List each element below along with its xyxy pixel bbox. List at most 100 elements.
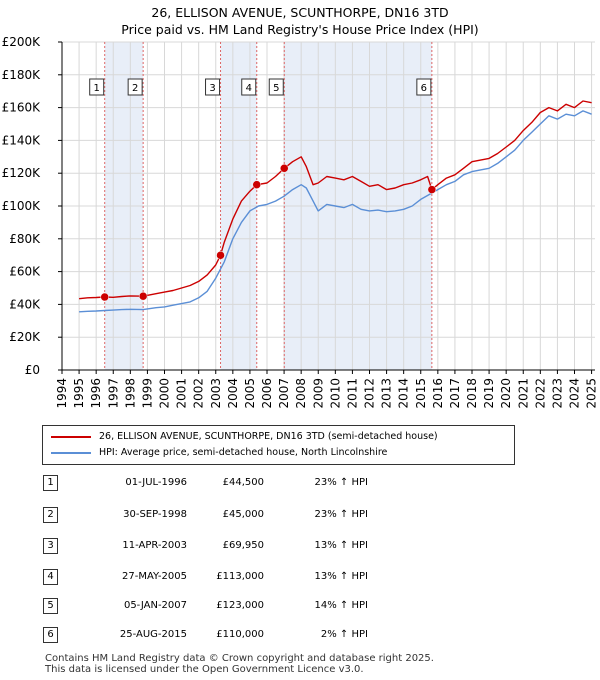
row-hpi: 23% ↑ HPI: [314, 477, 368, 488]
title-line-2: Price paid vs. HM Land Registry's House …: [121, 22, 479, 37]
event-markers: 1 2 3 4 5 6: [89, 42, 433, 370]
legend: 26, ELLISON AVENUE, SCUNTHORPE, DN16 3TD…: [42, 425, 515, 465]
x-tick-label: 2016: [431, 378, 445, 409]
event-label-3: 3: [209, 83, 215, 94]
row-date: 01-JUL-1996: [125, 477, 187, 488]
legend-label-property: 26, ELLISON AVENUE, SCUNTHORPE, DN16 3TD…: [99, 431, 438, 442]
x-tick-label: 1996: [89, 378, 103, 409]
table-row: 3 11-APR-2003 £69,950 13% ↑ HPI: [0, 535, 600, 555]
property-price-line: [79, 100, 592, 300]
row-date: 25-AUG-2015: [119, 629, 187, 640]
sale-point-1: [100, 292, 109, 302]
legend-swatch-property: [51, 435, 91, 438]
x-tick-label: 1997: [106, 378, 120, 409]
row-date: 30-SEP-1998: [123, 509, 187, 520]
event-label-5: 5: [273, 83, 279, 94]
x-tick-label: 1999: [140, 378, 154, 409]
row-price: £44,500: [222, 477, 264, 488]
y-tick-label: £20K: [9, 330, 41, 344]
table-row: 2 30-SEP-1998 £45,000 23% ↑ HPI: [0, 504, 600, 524]
y-tick-label: £180K: [2, 68, 42, 82]
x-tick-label: 2008: [294, 378, 308, 409]
x-tick-label: 2010: [328, 378, 342, 409]
legend-item-hpi: HPI: Average price, semi-detached house,…: [51, 446, 387, 460]
row-hpi: 2% ↑ HPI: [320, 629, 368, 640]
x-tick-label: 2012: [363, 378, 377, 409]
x-tick-label: 2003: [209, 378, 223, 409]
y-tick-label: £160K: [2, 101, 42, 115]
event-label-6: 6: [421, 83, 427, 94]
y-tick-label: £40K: [9, 297, 41, 311]
row-date: 11-APR-2003: [122, 540, 187, 551]
table-row: 5 05-JAN-2007 £123,000 14% ↑ HPI: [0, 595, 600, 615]
table-row: 1 01-JUL-1996 £44,500 23% ↑ HPI: [0, 472, 600, 492]
sale-point-5: [280, 164, 289, 173]
footer-copyright: Contains HM Land Registry data © Crown c…: [45, 653, 434, 664]
legend-item-property: 26, ELLISON AVENUE, SCUNTHORPE, DN16 3TD…: [51, 430, 438, 444]
y-tick-label: £60K: [9, 265, 41, 279]
event-box-5: [268, 78, 284, 96]
x-tick-label: 1998: [123, 378, 137, 409]
x-tick-label: 2022: [533, 378, 547, 409]
table-row: 6 25-AUG-2015 £110,000 2% ↑ HPI: [0, 624, 600, 644]
x-tick-label: 2001: [175, 378, 189, 409]
sale-point-2: [138, 291, 148, 301]
x-tick-label: 2007: [277, 378, 291, 409]
y-tick-label: £140K: [2, 133, 42, 147]
x-tick-label: 2011: [345, 378, 359, 409]
x-tick-label: 2013: [380, 378, 394, 409]
row-hpi: 13% ↑ HPI: [314, 571, 368, 582]
x-tick-label: 2025: [585, 378, 599, 409]
event-box-4: [241, 78, 257, 96]
x-tick-label: 1995: [72, 378, 86, 409]
x-tick-label: 2019: [482, 378, 496, 409]
series-lines: [79, 100, 592, 313]
event-label-1: 1: [94, 83, 100, 94]
x-tick-label: 2015: [414, 378, 428, 409]
event-label-4: 4: [246, 83, 252, 94]
x-tick-label: 2017: [448, 378, 462, 409]
event-box-2: [127, 78, 143, 96]
sale-points: [100, 164, 437, 302]
event-box-6: [416, 78, 432, 96]
chart-title: 26, ELLISON AVENUE, SCUNTHORPE, DN16 3TD…: [0, 4, 600, 38]
row-number: 6: [43, 627, 58, 643]
event-box-3: [205, 78, 221, 96]
x-tick-label: 2021: [516, 378, 530, 409]
row-number: 2: [43, 507, 58, 523]
x-tick-label: 2023: [550, 378, 564, 409]
x-tick-label: 2020: [499, 378, 513, 409]
sale-point-6: [427, 185, 437, 194]
row-price: £110,000: [216, 629, 264, 640]
y-tick-label: £100K: [2, 199, 42, 213]
table-row: 4 27-MAY-2005 £113,000 13% ↑ HPI: [0, 566, 600, 586]
row-price: £69,950: [222, 540, 264, 551]
row-hpi: 14% ↑ HPI: [314, 600, 368, 611]
row-date: 27-MAY-2005: [121, 571, 187, 582]
sale-point-4: [252, 180, 261, 189]
title-line-1: 26, ELLISON AVENUE, SCUNTHORPE, DN16 3TD: [151, 5, 449, 20]
row-hpi: 23% ↑ HPI: [314, 509, 368, 520]
gridlines: [61, 41, 595, 371]
price-chart: 1 2 3 4 5 6 £0 £20K £40K £60K £80K £100K £120K £140K…: [2, 35, 599, 409]
x-tick-label: 2005: [243, 378, 257, 409]
x-tick-label: 2004: [226, 378, 240, 409]
y-tick-label: £200K: [2, 35, 42, 49]
x-tick-label: 2018: [465, 378, 479, 409]
x-tick-label: 2009: [311, 378, 325, 409]
row-number: 1: [43, 475, 58, 491]
legend-label-hpi: HPI: Average price, semi-detached house,…: [99, 447, 388, 458]
row-number: 5: [43, 598, 58, 614]
sale-point-3: [216, 251, 225, 260]
row-price: £45,000: [222, 509, 264, 520]
y-tick-label: £80K: [9, 232, 41, 246]
hpi-line: [79, 110, 592, 313]
row-date: 05-JAN-2007: [123, 600, 187, 611]
x-tick-label: 2002: [192, 378, 206, 409]
legend-swatch-hpi: [51, 451, 91, 454]
event-box-1: [89, 78, 105, 96]
row-number: 3: [43, 538, 58, 554]
x-tick-label: 1994: [55, 378, 69, 409]
event-label-2: 2: [132, 83, 138, 94]
axes: £0 £20K £40K £60K £80K £100K £120K £140K £160K £1…: [2, 35, 599, 409]
